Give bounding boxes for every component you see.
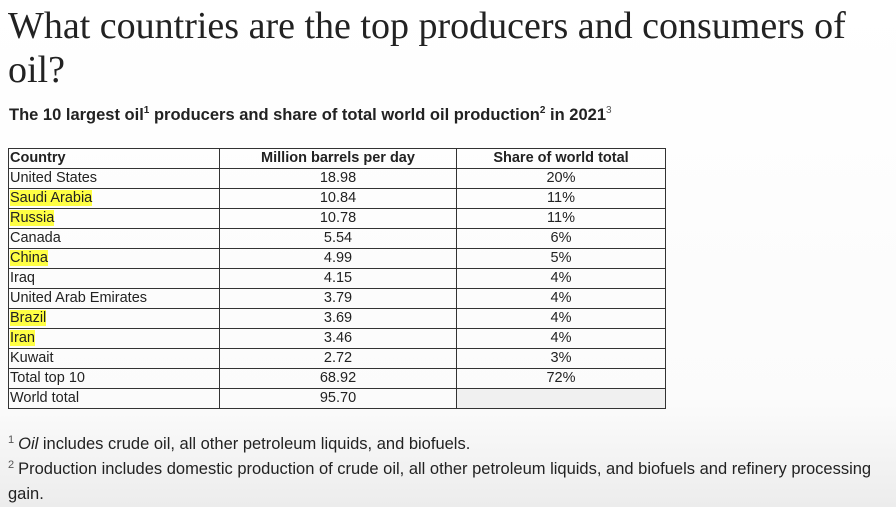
country-name: Brazil [10, 310, 47, 326]
cell-country: China [8, 248, 220, 269]
table-title-part1: The 10 largest oil [9, 106, 144, 124]
table-title-part3: in 2021 [545, 106, 606, 124]
cell-million-barrels: 95.70 [219, 388, 457, 409]
country-name: Kuwait [10, 350, 54, 366]
cell-country: Canada [8, 228, 220, 249]
cell-million-barrels: 3.69 [219, 308, 457, 329]
cell-million-barrels: 5.54 [219, 228, 457, 249]
cell-share: 6% [456, 228, 666, 249]
header-country: Country [8, 148, 220, 169]
cell-share: 4% [456, 328, 666, 349]
footnote-1-text: includes crude oil, all other petroleum … [38, 435, 471, 453]
cell-million-barrels: 4.99 [219, 248, 457, 269]
cell-share: 11% [456, 188, 666, 209]
table-row: United States 18.98 20% [8, 168, 666, 189]
cell-country: Russia [8, 208, 220, 229]
cell-country: Total top 10 [8, 368, 220, 389]
cell-million-barrels: 10.78 [219, 208, 457, 229]
footnote-1: 1 Oil includes crude oil, all other petro… [8, 432, 888, 457]
country-name: United States [10, 170, 98, 186]
table-row: Saudi Arabia 10.84 11% [8, 188, 666, 209]
table-row: United Arab Emirates 3.79 4% [8, 288, 666, 309]
table-title-part2: producers and share of total world oil p… [149, 106, 540, 124]
table-row: Total top 10 68.92 72% [8, 368, 666, 389]
cell-share: 11% [456, 208, 666, 229]
footnote-ref-2[interactable]: 2 [539, 104, 546, 116]
cell-country: Iran [8, 328, 220, 349]
table-row: Canada 5.54 6% [8, 228, 666, 249]
cell-country: United States [8, 168, 220, 189]
country-name: China [10, 250, 48, 266]
cell-million-barrels: 3.79 [219, 288, 457, 309]
table-row: Russia 10.78 11% [8, 208, 666, 229]
footnote-2-text: Production includes domestic production … [8, 460, 872, 503]
cell-share: 4% [456, 268, 666, 289]
footnote-2-number: 2 [8, 458, 15, 471]
country-name: United Arab Emirates [10, 290, 148, 306]
footnote-ref-1[interactable]: 1 [143, 104, 150, 116]
table-row: Iran 3.46 4% [8, 328, 666, 349]
cell-share [456, 388, 666, 409]
cell-million-barrels: 68.92 [219, 368, 457, 389]
cell-share: 72% [456, 368, 666, 389]
table-row: China 4.99 5% [8, 248, 666, 269]
table-row: Brazil 3.69 4% [8, 308, 666, 329]
cell-share: 20% [456, 168, 666, 189]
country-name: World total [10, 390, 80, 406]
cell-million-barrels: 3.46 [219, 328, 457, 349]
oil-producers-table: Country Million barrels per day Share of… [8, 148, 666, 409]
cell-share: 5% [456, 248, 666, 269]
cell-share: 3% [456, 348, 666, 369]
country-name: Canada [10, 230, 61, 246]
cell-country: Brazil [8, 308, 220, 329]
cell-million-barrels: 10.84 [219, 188, 457, 209]
cell-million-barrels: 18.98 [219, 168, 457, 189]
footnote-2: 2 Production includes domestic production… [8, 457, 888, 507]
country-name: Iran [10, 330, 35, 346]
cell-million-barrels: 2.72 [219, 348, 457, 369]
header-share: Share of world total [456, 148, 666, 169]
cell-country: Iraq [8, 268, 220, 289]
table-title: The 10 largest oil1 producers and share … [9, 104, 612, 125]
table-row: Kuwait 2.72 3% [8, 348, 666, 369]
table-row: Iraq 4.15 4% [8, 268, 666, 289]
table-row: World total 95.70 [8, 388, 666, 409]
footnote-1-number: 1 [8, 433, 15, 446]
country-name: Saudi Arabia [10, 190, 93, 206]
cell-million-barrels: 4.15 [219, 268, 457, 289]
cell-country: World total [8, 388, 220, 409]
cell-country: Saudi Arabia [8, 188, 220, 209]
cell-country: United Arab Emirates [8, 288, 220, 309]
table-header-row: Country Million barrels per day Share of… [8, 148, 666, 169]
footnote-1-term: Oil [18, 435, 39, 453]
country-name: Total top 10 [10, 370, 85, 386]
country-name: Iraq [10, 270, 35, 286]
footnote-ref-3[interactable]: 3 [606, 104, 612, 116]
page-heading: What countries are the top producers and… [8, 5, 846, 91]
country-name: Russia [10, 210, 55, 226]
cell-share: 4% [456, 288, 666, 309]
cell-share: 4% [456, 308, 666, 329]
table-body: United States 18.98 20% Saudi Arabia 10.84 11… [8, 168, 666, 409]
header-million-barrels: Million barrels per day [219, 148, 457, 169]
cell-country: Kuwait [8, 348, 220, 369]
